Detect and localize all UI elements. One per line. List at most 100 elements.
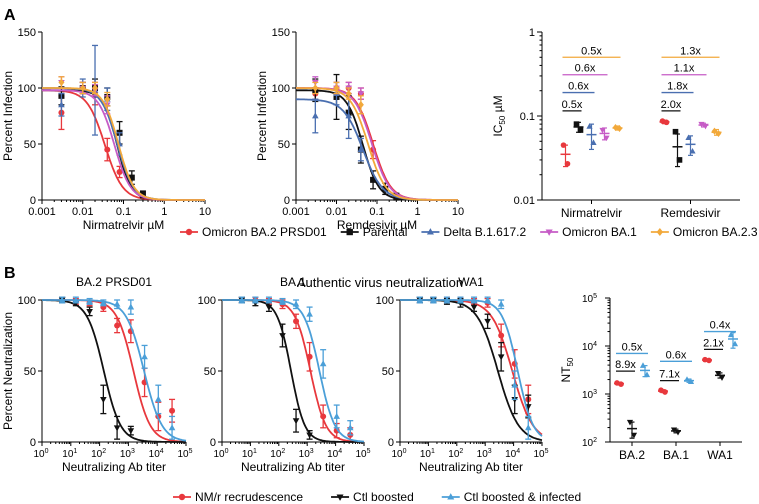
x-tick-label: 102 [448, 448, 463, 460]
data-point [715, 129, 722, 137]
legend-label: NM/r recrudescence [195, 490, 303, 504]
data-point [292, 300, 300, 307]
data-point [292, 418, 300, 425]
series-1 [400, 296, 543, 441]
data-point [306, 353, 313, 360]
legend-label: Delta B.1.617.2 [443, 225, 526, 239]
data-point [524, 424, 532, 431]
data-point [727, 331, 735, 338]
data-point [590, 139, 597, 146]
x-tick-label: BA.2 [619, 448, 645, 462]
data-point [618, 381, 624, 388]
data-point [58, 296, 66, 303]
y-tick-label: 0.1 [520, 111, 535, 123]
x-axis-label: Remdesivir µM [337, 218, 417, 232]
data-point [113, 425, 121, 432]
x-tick-label: 101 [420, 448, 435, 460]
panel-b-title: Authentic virus neutralization [297, 275, 463, 290]
y-tick-label: 50 [278, 139, 290, 151]
fit-curve [400, 299, 543, 437]
y-tick-label: 100 [198, 295, 216, 307]
fold-change-label: 7.1x [659, 369, 680, 381]
data-point [689, 147, 696, 154]
fit-curve [42, 299, 187, 442]
x-tick-label: 0.1 [369, 206, 384, 218]
data-point [698, 121, 705, 128]
x-tick-label: 103 [299, 448, 314, 460]
x-tick-label: 100 [213, 448, 228, 460]
data-point [345, 112, 352, 119]
fit-curve [42, 89, 205, 201]
x-tick-label: 102 [270, 448, 285, 460]
legend-label: Parental [363, 225, 408, 239]
legend-swatch-marker [656, 228, 664, 236]
x-axis-label: Neutralizing Ab titer [241, 460, 345, 474]
y-tick-label: 0 [30, 195, 36, 207]
fold-change-label: 0.6x [575, 63, 596, 75]
fold-change-label: 0.5x [622, 341, 643, 353]
series-4 [42, 76, 205, 201]
data-point [58, 78, 65, 87]
x-axis-label: Neutralizing Ab titer [62, 460, 166, 474]
y-tick-label: 50 [24, 366, 36, 378]
legend-swatch-marker [426, 228, 434, 235]
data-point [116, 169, 123, 175]
y-tick-label: 104 [582, 341, 597, 353]
x-tick-label: 0.001 [282, 206, 310, 218]
data-point [603, 135, 610, 142]
x-tick-label: 105 [355, 448, 370, 460]
data-point [139, 191, 146, 198]
fold-change-label: 1.3x [680, 45, 701, 57]
x-tick-label: 1 [414, 206, 420, 218]
y-tick-label: 50 [24, 139, 36, 151]
data-point [714, 371, 722, 377]
data-point [128, 174, 135, 181]
x-tick-label: 103 [120, 448, 135, 460]
category-WA1: 2.1x 0.4x [702, 320, 739, 381]
data-point [670, 427, 678, 434]
data-point [252, 296, 259, 303]
legend-item: NM/r recrudescence [173, 490, 303, 504]
x-tick-label: BA.1 [663, 448, 689, 462]
y-tick-label: 100 [272, 83, 290, 95]
data-point [626, 419, 634, 426]
x-tick-label: 101 [62, 448, 77, 460]
y-tick-label: 50 [204, 366, 216, 378]
data-point [382, 185, 389, 192]
data-point [104, 146, 111, 153]
data-point [560, 142, 567, 148]
data-point [457, 296, 464, 303]
data-point [357, 91, 365, 98]
data-point [265, 296, 273, 303]
series-0 [42, 296, 186, 443]
fit-curve [296, 89, 458, 201]
data-point [416, 296, 424, 303]
data-point [484, 296, 491, 303]
series-3 [42, 76, 205, 201]
fold-change-label: 0.6x [568, 81, 589, 93]
data-point [443, 296, 451, 303]
y-tick-label: 105 [582, 293, 597, 305]
data-point [320, 413, 327, 420]
chart-b2: 0 50 100 100 101 102 103 104 105 Neutralizing Ab … [198, 275, 371, 474]
fit-curve [222, 299, 365, 443]
data-point [100, 397, 107, 403]
legend-item: Omicron BA.1 [540, 225, 637, 239]
data-point [497, 300, 505, 307]
series-2 [400, 296, 543, 440]
x-tick-label: 102 [91, 448, 106, 460]
series-2 [222, 296, 365, 443]
fold-change-label: 0.5x [562, 99, 583, 111]
legend-label: Omicron BA.1 [562, 225, 637, 239]
data-point [573, 121, 580, 127]
fold-change-label: 1.1x [674, 63, 695, 75]
data-point [312, 84, 319, 92]
data-point [685, 134, 692, 141]
data-point [599, 127, 606, 134]
legend-a: Omicron BA.2 PRSD01 Parental Delta B.1.617… [180, 225, 758, 239]
data-point [168, 424, 176, 431]
chart-a3: 0.01 0.1 1 IC50 µM 0.5x 0.6x 0.6x 0.5x Nirmatrel… [491, 27, 740, 220]
x-tick-label: Nirmatrelvir [561, 206, 622, 220]
data-point [319, 360, 327, 367]
